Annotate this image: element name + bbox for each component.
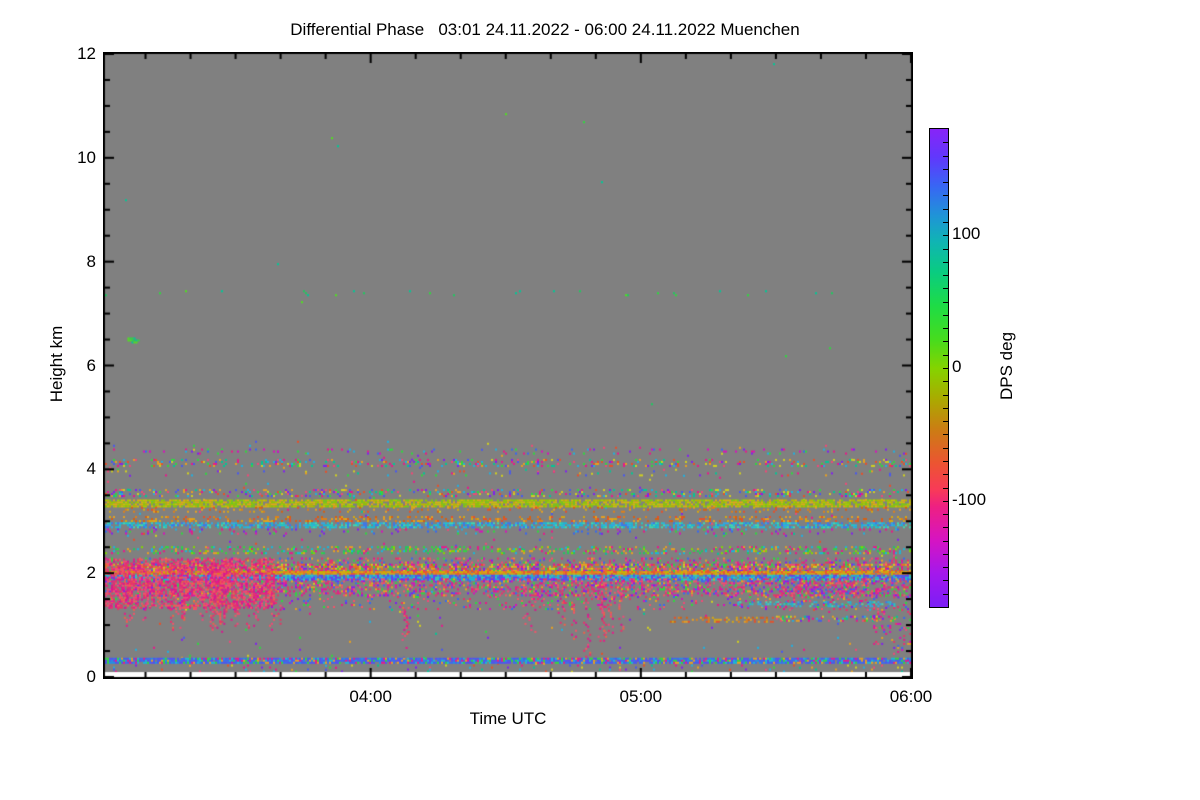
y-tick-label-12: 12 xyxy=(77,44,96,63)
colorbar-tick xyxy=(943,235,948,236)
plot-canvas xyxy=(103,52,913,679)
y-tick-label-2: 2 xyxy=(86,563,96,583)
colorbar-tick xyxy=(943,156,948,157)
y-tick-label-6: 6 xyxy=(86,355,96,375)
colorbar-tick xyxy=(943,514,948,515)
y-tick-label-8: 8 xyxy=(86,251,96,271)
colorbar-tick xyxy=(943,209,948,210)
colorbar-tick xyxy=(943,421,948,422)
colorbar-tick xyxy=(943,580,948,581)
colorbar xyxy=(929,128,949,608)
colorbar-title: DPS deg xyxy=(997,331,1016,401)
colorbar-tick xyxy=(943,395,948,396)
colorbar-tick xyxy=(943,182,948,183)
colorbar-tick xyxy=(943,488,948,489)
colorbar-label-100: 100 xyxy=(952,224,981,244)
colorbar-tick xyxy=(943,408,948,409)
colorbar-tick xyxy=(943,262,948,263)
x-tick-label-05:00: 05:00 xyxy=(619,687,663,706)
colorbar-tick xyxy=(943,288,948,289)
colorbar-tick xyxy=(943,249,948,250)
colorbar-tick xyxy=(943,434,948,435)
colorbar-tick xyxy=(943,142,948,143)
x-axis-title: Time UTC xyxy=(469,709,547,728)
chart-title: Differential Phase 03:01 24.11.2022 - 06… xyxy=(290,20,800,39)
colorbar-tick xyxy=(943,341,948,342)
colorbar-tick xyxy=(943,461,948,462)
colorbar-tick xyxy=(943,381,948,382)
y-tick-label-10: 10 xyxy=(77,147,96,167)
colorbar-tick xyxy=(943,222,948,223)
colorbar-tick xyxy=(943,541,948,542)
x-tick-label-06:00: 06:00 xyxy=(889,687,933,706)
colorbar-tick xyxy=(943,594,948,595)
colorbar-tick xyxy=(943,501,948,502)
y-tick-label-4: 4 xyxy=(86,459,96,479)
colorbar-label-0: 0 xyxy=(952,357,962,376)
colorbar-tick xyxy=(943,368,948,369)
colorbar-tick xyxy=(943,169,948,170)
colorbar-tick xyxy=(943,355,948,356)
colorbar-tick xyxy=(943,195,948,196)
y-tick-label-0: 0 xyxy=(86,667,96,686)
colorbar-tick xyxy=(943,527,948,528)
colorbar-label--100: -100 xyxy=(952,489,987,509)
colorbar-tick xyxy=(943,315,948,316)
colorbar-tick xyxy=(943,448,948,449)
colorbar-tick xyxy=(943,567,948,568)
colorbar-tick xyxy=(943,474,948,475)
colorbar-tick xyxy=(943,302,948,303)
colorbar-tick xyxy=(943,275,948,276)
x-tick-label-04:00: 04:00 xyxy=(349,687,392,706)
colorbar-tick xyxy=(943,554,948,555)
colorbar-tick xyxy=(943,328,948,329)
